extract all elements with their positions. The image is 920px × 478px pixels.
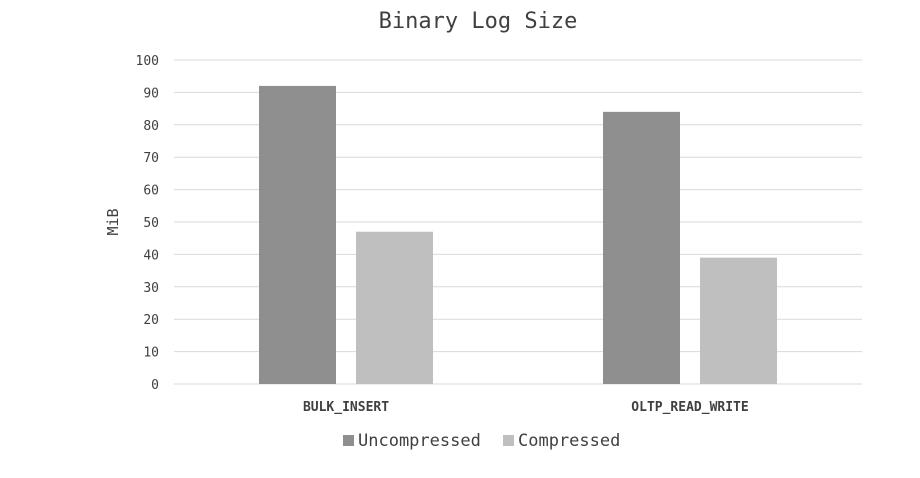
- legend-swatch-uncompressed: [343, 435, 354, 446]
- y-tick-label: 10: [143, 346, 159, 361]
- y-tick-label: 20: [143, 313, 159, 328]
- bar-uncompressed-oltp_read_write: [603, 111, 680, 384]
- bars: [259, 85, 777, 385]
- y-axis-label: MiB: [104, 208, 122, 235]
- bar-compressed-bulk_insert: [356, 231, 433, 384]
- y-tick-label: 0: [151, 378, 159, 393]
- legend: Uncompressed Compressed: [343, 431, 620, 451]
- y-tick-label: 50: [143, 216, 159, 231]
- legend-swatch-compressed: [503, 435, 514, 446]
- y-tick-label: 30: [143, 281, 159, 296]
- x-axis-labels: BULK_INSERT OLTP_READ_WRITE: [303, 400, 749, 415]
- y-tick-label: 60: [143, 184, 159, 199]
- x-tick-label: BULK_INSERT: [303, 400, 389, 415]
- legend-label-uncompressed: Uncompressed: [358, 431, 481, 451]
- x-tick-label: OLTP_READ_WRITE: [631, 400, 748, 415]
- y-tick-label: 70: [143, 151, 159, 166]
- y-axis-ticks: 0 10 20 30 40 50 60 70 80 90 100: [136, 54, 159, 393]
- y-tick-label: 40: [143, 248, 159, 263]
- y-tick-label: 90: [143, 86, 159, 101]
- y-tick-label: 80: [143, 119, 159, 134]
- y-tick-label: 100: [136, 54, 159, 69]
- legend-label-compressed: Compressed: [518, 431, 620, 451]
- bar-compressed-oltp_read_write: [700, 257, 777, 384]
- chart-title: Binary Log Size: [379, 9, 578, 34]
- bar-uncompressed-bulk_insert: [259, 85, 336, 385]
